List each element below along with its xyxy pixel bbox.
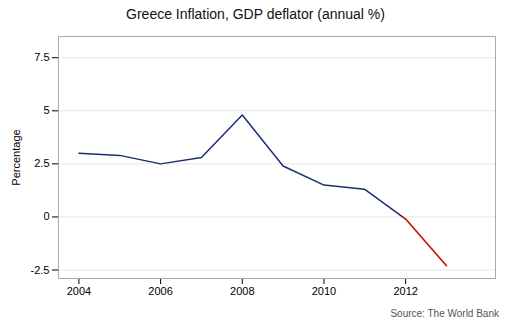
html-text:Source: The World Bank: Source: The World Bank	[390, 308, 499, 319]
svg-text:2006: 2006	[148, 285, 172, 297]
svg-text:2004: 2004	[67, 285, 91, 297]
svg-text:2010: 2010	[312, 285, 336, 297]
svg-text:5: 5	[43, 104, 49, 116]
svg-text:0: 0	[43, 210, 49, 222]
html-text:Greece Inflation, GDP deflator: Greece Inflation, GDP deflator (annual %…	[126, 6, 385, 22]
svg-text:-2.5: -2.5	[31, 264, 50, 276]
svg-text:2008: 2008	[230, 285, 254, 297]
svg-text:2.5: 2.5	[34, 157, 49, 169]
svg-text:Percentage: Percentage	[10, 129, 22, 185]
svg-text:7.5: 7.5	[34, 51, 49, 63]
svg-text:2012: 2012	[393, 285, 417, 297]
